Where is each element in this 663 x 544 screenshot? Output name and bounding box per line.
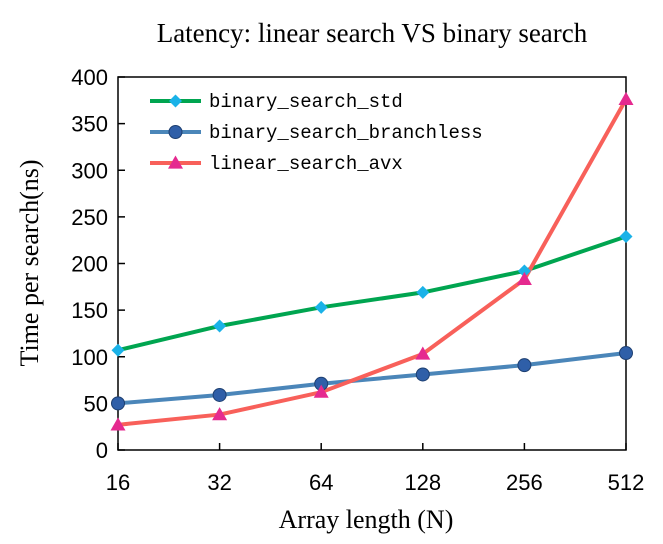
y-tick-label: 250 xyxy=(71,205,108,230)
legend-marker xyxy=(169,94,182,108)
y-tick-label: 150 xyxy=(71,298,108,323)
series-lines xyxy=(116,97,628,427)
y-tick-label: 350 xyxy=(71,112,108,137)
data-point-binary-search-branchless xyxy=(212,387,227,402)
data-point-binary-search-std xyxy=(619,229,633,243)
y-tick-label: 400 xyxy=(71,65,108,90)
x-axis-ticks: 16 32 64 128 256 512 xyxy=(106,443,645,495)
data-point-binary-search-std xyxy=(111,343,125,357)
y-axis-label: Time per search(ns) xyxy=(15,160,44,367)
chart-title: Latency: linear search VS binary search xyxy=(157,18,588,48)
x-tick-label: 256 xyxy=(506,470,543,495)
x-axis-label: Array length (N) xyxy=(279,505,454,534)
y-tick-label: 0 xyxy=(96,438,108,463)
series-line-binary-search-branchless xyxy=(116,351,628,406)
data-point-linear-search-avx xyxy=(110,417,126,431)
data-point-linear-search-avx xyxy=(415,346,431,360)
legend-marker xyxy=(168,155,183,169)
data-point-binary-search-branchless xyxy=(517,358,532,373)
y-axis-ticks: 0 50 100 150 200 250 300 350 400 xyxy=(71,65,125,463)
data-point-linear-search-avx xyxy=(313,384,329,398)
legend-marker xyxy=(168,125,183,139)
x-tick-label: 64 xyxy=(309,470,333,495)
legend-label: binary_search_branchless xyxy=(209,122,483,144)
data-point-linear-search-avx xyxy=(516,271,532,285)
y-tick-label: 300 xyxy=(71,158,108,183)
data-point-binary-search-std xyxy=(416,285,430,299)
data-point-binary-search-std xyxy=(314,300,328,314)
data-point-binary-search-std xyxy=(213,319,227,333)
x-tick-label: 32 xyxy=(207,470,231,495)
x-tick-label: 128 xyxy=(404,470,441,495)
series-line-binary-search-std xyxy=(116,234,628,353)
data-point-binary-search-branchless xyxy=(111,396,125,411)
series-line-linear-search-avx xyxy=(116,97,628,427)
data-point-binary-search-branchless xyxy=(415,367,430,382)
y-tick-label: 100 xyxy=(71,345,108,370)
y-tick-label: 50 xyxy=(84,391,108,416)
legend-label: linear_search_avx xyxy=(209,153,403,175)
y-tick-label: 200 xyxy=(71,252,108,277)
legend-label: binary_search_std xyxy=(209,91,403,113)
data-point-linear-search-avx xyxy=(618,91,634,106)
data-point-linear-search-avx xyxy=(212,407,228,421)
x-tick-label: 16 xyxy=(106,470,130,495)
data-point-binary-search-branchless xyxy=(619,346,633,361)
chart-legend: binary_search_std binary_search_branchles… xyxy=(150,91,483,175)
data-point-binary-search-std xyxy=(517,264,531,278)
x-tick-label: 512 xyxy=(608,470,645,495)
series-markers xyxy=(110,91,634,431)
